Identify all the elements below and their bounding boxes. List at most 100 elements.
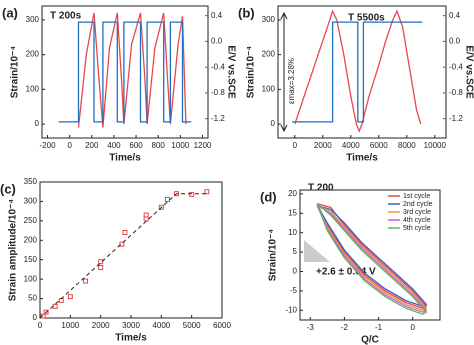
y-axis-label: Strain amplitude/10⁻⁴ bbox=[8, 199, 19, 302]
y-tick-label: 50 bbox=[28, 294, 37, 303]
point bbox=[67, 294, 73, 300]
x-tick-label: 8000 bbox=[398, 141, 416, 150]
y-tick-label: 15 bbox=[288, 208, 297, 217]
y2-axis-label: E/V vs.SCE bbox=[225, 45, 236, 99]
y-tick-label: 150 bbox=[24, 255, 38, 264]
x-tick-label: 1000 bbox=[171, 141, 189, 150]
y-axis-label: Strain/10⁻⁴ bbox=[246, 46, 257, 99]
x-tick-label: 200 bbox=[85, 141, 99, 150]
y-tick-label: 300 bbox=[26, 15, 40, 24]
y-tick-label: 100 bbox=[26, 84, 40, 93]
point bbox=[174, 191, 179, 197]
y-tick-label: 0 bbox=[35, 119, 40, 128]
x-tick-label: 1200 bbox=[194, 141, 212, 150]
x-tick-label: 2000 bbox=[314, 141, 332, 150]
point bbox=[52, 303, 58, 309]
legend-label: 4th cycle bbox=[403, 217, 431, 224]
y2-tick-label: -1.2 bbox=[449, 114, 463, 123]
panel-label: (d) bbox=[260, 189, 277, 204]
point bbox=[43, 309, 49, 315]
point bbox=[204, 189, 210, 195]
plot-frame bbox=[39, 181, 223, 319]
y-tick-label: 100 bbox=[262, 84, 276, 93]
y-tick-label: 0 bbox=[33, 313, 38, 322]
x-axis-label: Time/s bbox=[109, 153, 141, 164]
legend-label: 1st cycle bbox=[403, 193, 430, 200]
point bbox=[119, 241, 125, 247]
y-tick-label: -10 bbox=[285, 305, 297, 314]
y2-tick-label: -0.8 bbox=[449, 88, 463, 97]
series-line bbox=[58, 21, 192, 123]
x-tick-label: 800 bbox=[152, 141, 166, 150]
x-tick-label: 4000 bbox=[152, 321, 170, 330]
x-tick-label: 0 bbox=[293, 141, 298, 150]
annotation: T 200s bbox=[50, 11, 82, 22]
x-tick-label: 0 bbox=[67, 141, 72, 150]
series-line bbox=[316, 203, 428, 315]
y-tick-label: -5 bbox=[290, 286, 298, 295]
panel-label: (a) bbox=[2, 5, 18, 20]
panel-label: (b) bbox=[238, 5, 255, 20]
x-tick-label: 5000 bbox=[183, 321, 201, 330]
x-axis-label: Q/C bbox=[361, 335, 379, 345]
y-tick-label: 300 bbox=[262, 15, 276, 24]
series-line bbox=[292, 21, 423, 123]
x-tick-label: 0 bbox=[38, 321, 43, 330]
y-tick-label: 20 bbox=[288, 189, 297, 198]
x-tick-label: 4000 bbox=[342, 141, 360, 150]
legend-label: 5th cycle bbox=[403, 225, 431, 232]
plot-frame bbox=[299, 189, 441, 321]
annotation: +2.6 ± 0.04 V bbox=[316, 267, 376, 278]
y2-tick-label: -0.4 bbox=[449, 62, 463, 71]
x-tick-label: 1000 bbox=[61, 321, 79, 330]
y2-tick-label: 0.0 bbox=[449, 37, 461, 46]
y-tick-label: 0 bbox=[271, 119, 276, 128]
y-tick-label: 200 bbox=[262, 50, 276, 59]
x-tick-label: 0 bbox=[410, 323, 415, 332]
x-tick-label: 6000 bbox=[213, 321, 231, 330]
x-tick-label: 6000 bbox=[370, 141, 388, 150]
y-tick-label: 200 bbox=[26, 50, 40, 59]
point bbox=[158, 204, 164, 210]
y-tick-label: 200 bbox=[24, 235, 38, 244]
x-axis-label: Time/s bbox=[346, 153, 378, 164]
x-tick-label: 600 bbox=[129, 141, 143, 150]
y2-tick-label: -0.4 bbox=[211, 62, 225, 71]
y-tick-label: 5 bbox=[293, 247, 298, 256]
legend-label: 2nd cycle bbox=[403, 201, 433, 208]
series-line bbox=[316, 204, 428, 313]
annotation: T 200 bbox=[308, 183, 334, 194]
x-tick-label: -2 bbox=[341, 323, 349, 332]
panel-label: (c) bbox=[0, 181, 16, 196]
series-line bbox=[39, 193, 207, 319]
y-tick-label: 350 bbox=[24, 177, 38, 186]
y-tick-label: 250 bbox=[24, 216, 38, 225]
y2-tick-label: -1.2 bbox=[211, 114, 225, 123]
x-tick-label: 2000 bbox=[92, 321, 110, 330]
y2-tick-label: 0.4 bbox=[449, 11, 461, 20]
y-tick-label: 0 bbox=[293, 267, 298, 276]
y-tick-label: 10 bbox=[288, 228, 297, 237]
series-line bbox=[316, 204, 428, 312]
x-tick-label: 3000 bbox=[122, 321, 140, 330]
plot-frame bbox=[41, 5, 209, 139]
point bbox=[98, 259, 104, 265]
point bbox=[143, 212, 149, 218]
legend-label: 3rd cycle bbox=[403, 209, 431, 216]
point bbox=[40, 313, 46, 319]
plot-frame bbox=[277, 5, 447, 139]
series-line bbox=[294, 9, 422, 133]
y-axis-label: Strain/10⁻⁴ bbox=[268, 229, 279, 282]
arrow-head bbox=[280, 11, 288, 133]
annotation: T 5500s bbox=[348, 13, 385, 24]
y2-tick-label: 0.0 bbox=[211, 37, 223, 46]
series-line bbox=[316, 204, 428, 308]
x-tick-label: 400 bbox=[107, 141, 121, 150]
y2-tick-label: 0.4 bbox=[211, 11, 223, 20]
series-line bbox=[316, 202, 428, 310]
point bbox=[164, 196, 170, 202]
x-axis-label: Time/s bbox=[115, 333, 147, 344]
point bbox=[98, 264, 104, 270]
x-tick-label: 10000 bbox=[424, 141, 447, 150]
